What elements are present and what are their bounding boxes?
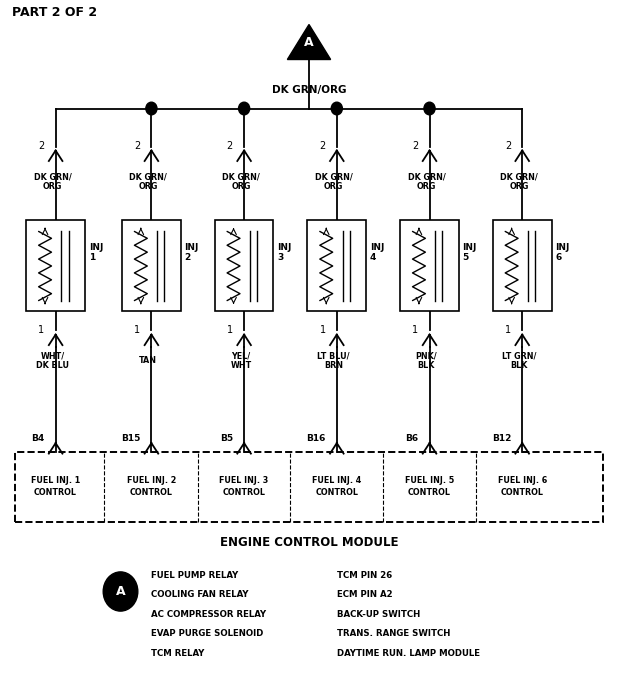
Text: B4: B4	[32, 435, 44, 443]
Text: B6: B6	[405, 435, 418, 443]
Text: B15: B15	[121, 435, 140, 443]
Bar	[26, 220, 85, 312]
Circle shape	[239, 102, 250, 115]
Text: DK GRN/
ORG: DK GRN/ ORG	[222, 173, 260, 191]
Text: WHT/
DK BLU: WHT/ DK BLU	[36, 351, 69, 370]
Text: DAYTIME RUN. LAMP MODULE: DAYTIME RUN. LAMP MODULE	[337, 649, 480, 658]
Text: FUEL PUMP RELAY: FUEL PUMP RELAY	[151, 570, 239, 580]
Circle shape	[103, 572, 138, 611]
Text: INJ
3: INJ 3	[277, 243, 292, 262]
Text: DK GRN/
ORG: DK GRN/ ORG	[500, 173, 538, 191]
Text: AC COMPRESSOR RELAY: AC COMPRESSOR RELAY	[151, 610, 266, 619]
Polygon shape	[287, 25, 331, 60]
Text: YEL/
WHT: YEL/ WHT	[231, 351, 252, 370]
Text: 1: 1	[505, 326, 511, 335]
Text: FUEL INJ. 5
CONTROL: FUEL INJ. 5 CONTROL	[405, 477, 454, 496]
Circle shape	[331, 102, 342, 115]
Text: PART 2 OF 2: PART 2 OF 2	[12, 6, 98, 19]
Text: DK GRN/
ORG: DK GRN/ ORG	[407, 173, 446, 191]
Text: EVAP PURGE SOLENOID: EVAP PURGE SOLENOID	[151, 629, 264, 638]
Bar	[308, 220, 366, 312]
Text: 1: 1	[134, 326, 140, 335]
Text: INJ
6: INJ 6	[556, 243, 570, 262]
Text: INJ
1: INJ 1	[89, 243, 103, 262]
Text: TCM PIN 26: TCM PIN 26	[337, 570, 392, 580]
Text: 1: 1	[227, 326, 233, 335]
Text: 1: 1	[412, 326, 418, 335]
Text: COOLING FAN RELAY: COOLING FAN RELAY	[151, 590, 249, 599]
Text: 1: 1	[320, 326, 326, 335]
Text: BACK-UP SWITCH: BACK-UP SWITCH	[337, 610, 420, 619]
Text: TAN: TAN	[139, 356, 158, 365]
Circle shape	[146, 102, 157, 115]
Circle shape	[424, 102, 435, 115]
Text: DK GRN/ORG: DK GRN/ORG	[272, 85, 346, 95]
Text: LT BLU/
BRN: LT BLU/ BRN	[318, 351, 350, 370]
Text: FUEL INJ. 6
CONTROL: FUEL INJ. 6 CONTROL	[497, 477, 547, 496]
Bar	[15, 452, 603, 522]
Bar	[215, 220, 274, 312]
Text: 2: 2	[320, 141, 326, 151]
Text: 2: 2	[505, 141, 511, 151]
Text: 2: 2	[227, 141, 233, 151]
Text: ENGINE CONTROL MODULE: ENGINE CONTROL MODULE	[220, 536, 398, 549]
Bar	[400, 220, 459, 312]
Bar	[122, 220, 180, 312]
Text: FUEL INJ. 3
CONTROL: FUEL INJ. 3 CONTROL	[219, 477, 269, 496]
Text: DK GRN/
ORG: DK GRN/ ORG	[315, 173, 353, 191]
Text: B16: B16	[307, 435, 326, 443]
Text: INJ
2: INJ 2	[184, 243, 199, 262]
Text: INJ
4: INJ 4	[370, 243, 384, 262]
Text: 2: 2	[412, 141, 418, 151]
Text: INJ
5: INJ 5	[462, 243, 477, 262]
Text: FUEL INJ. 4
CONTROL: FUEL INJ. 4 CONTROL	[312, 477, 362, 496]
Text: FUEL INJ. 1
CONTROL: FUEL INJ. 1 CONTROL	[31, 477, 80, 496]
Text: TRANS. RANGE SWITCH: TRANS. RANGE SWITCH	[337, 629, 450, 638]
Text: DK GRN/
ORG: DK GRN/ ORG	[129, 173, 167, 191]
Text: A: A	[304, 36, 314, 48]
Text: B12: B12	[492, 435, 511, 443]
Text: DK GRN/
ORG: DK GRN/ ORG	[33, 173, 72, 191]
Text: LT GRN/
BLK: LT GRN/ BLK	[502, 351, 536, 370]
Text: 2: 2	[134, 141, 140, 151]
Bar	[493, 220, 552, 312]
Text: FUEL INJ. 2
CONTROL: FUEL INJ. 2 CONTROL	[127, 477, 176, 496]
Text: ECM PIN A2: ECM PIN A2	[337, 590, 392, 599]
Text: 1: 1	[38, 326, 44, 335]
Text: A: A	[116, 585, 125, 598]
Text: TCM RELAY: TCM RELAY	[151, 649, 205, 658]
Text: B5: B5	[220, 435, 233, 443]
Text: PNK/
BLK: PNK/ BLK	[416, 351, 437, 370]
Text: 2: 2	[38, 141, 44, 151]
